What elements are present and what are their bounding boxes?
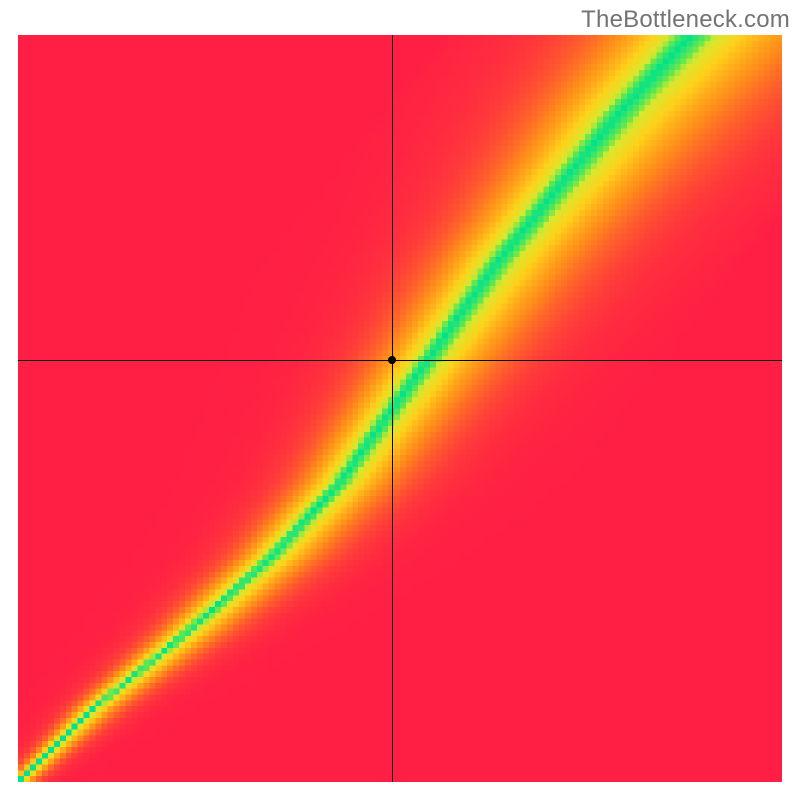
crosshair-vertical — [392, 35, 393, 782]
watermark-text: TheBottleneck.com — [581, 6, 790, 34]
heatmap-canvas — [18, 35, 782, 782]
marker-dot — [388, 356, 396, 364]
crosshair-horizontal — [18, 360, 782, 361]
stage: TheBottleneck.com — [0, 0, 800, 800]
plot-area — [18, 35, 782, 782]
